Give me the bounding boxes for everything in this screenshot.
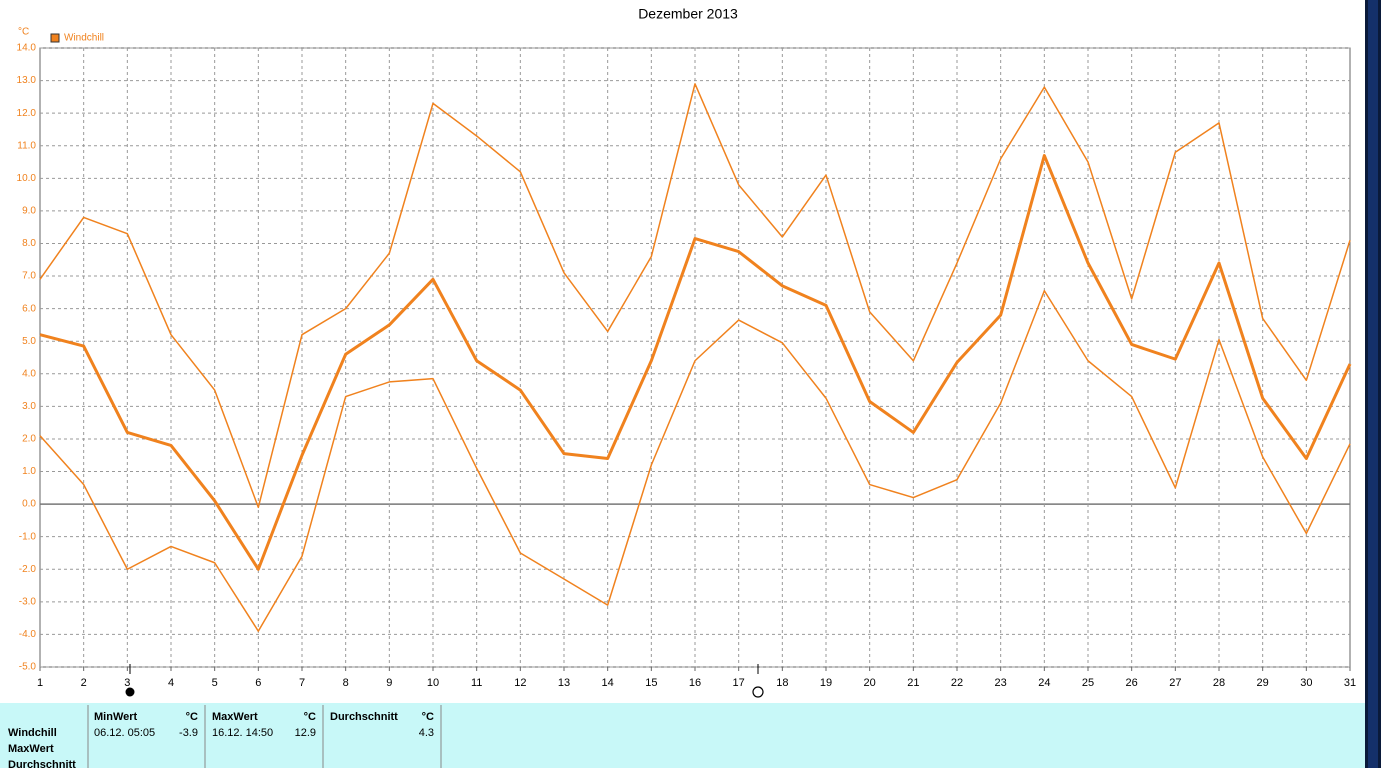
x-tick-label: 22 [951,677,963,689]
y-tick-label: 6.0 [22,303,36,314]
column-header: Durchschnitt [330,711,398,723]
plot-area: 14.013.012.011.010.09.08.07.06.05.04.03.… [17,43,1357,689]
y-tick-label: 13.0 [17,75,37,86]
y-tick-label: -5.0 [19,662,37,673]
moon-full [752,686,764,698]
x-tick-label: 24 [1038,677,1050,689]
x-tick-label: 25 [1082,677,1094,689]
chart-title: Dezember 2013 [638,6,738,22]
x-tick-label: 6 [255,677,261,689]
series-line [39,289,1351,632]
cell-time: 16.12. 14:50 [212,727,273,739]
x-tick-label: 5 [212,677,218,689]
x-tick-label: 26 [1126,677,1138,689]
legend-swatch [50,33,60,43]
x-tick-label: 16 [689,677,701,689]
moon-new [125,687,135,697]
x-tick-label: 12 [514,677,526,689]
y-tick-label: 11.0 [17,140,36,151]
window-edge-inner [1368,0,1378,768]
y-tick-label: 4.0 [22,368,36,379]
row-label: Windchill [8,727,57,739]
legend-label: Windchill [64,33,104,44]
x-tick-label: 21 [907,677,919,689]
x-tick-label: 15 [645,677,657,689]
x-tick-label: 3 [124,677,130,689]
y-tick-label: 14.0 [17,43,37,54]
y-tick-label: 5.0 [22,336,36,347]
series-line [39,83,1351,509]
y-tick-label: -2.0 [19,564,37,575]
x-tick-label: 9 [386,677,392,689]
x-tick-label: 20 [864,677,876,689]
y-tick-label: -3.0 [19,596,37,607]
legend: Windchill [50,33,104,44]
x-tick-label: 10 [427,677,439,689]
table-background [0,703,1365,768]
column-unit: °C [422,711,434,723]
x-tick-label: 31 [1344,677,1356,689]
y-tick-label: 0.0 [22,499,36,510]
column-unit: °C [186,711,198,723]
series-line [39,154,1352,571]
x-tick-label: 30 [1300,677,1312,689]
y-tick-label: 8.0 [22,238,36,249]
row-label: MaxWert [8,743,54,755]
x-tick-label: 18 [776,677,788,689]
x-tick-label: 27 [1169,677,1181,689]
x-tick-label: 1 [37,677,43,689]
x-tick-label: 7 [299,677,305,689]
column-header: MinWert [94,711,138,723]
y-tick-label: 3.0 [22,401,36,412]
cell-value: -3.9 [179,727,198,739]
column-header: MaxWert [212,711,258,723]
x-tick-label: 17 [733,677,745,689]
x-tick-label: 28 [1213,677,1225,689]
y-tick-label: 12.0 [17,108,37,119]
y-unit: °C [18,27,29,38]
x-tick-label: 11 [471,677,482,689]
y-tick-label: 2.0 [22,434,36,445]
y-tick-label: 1.0 [22,466,36,477]
column-unit: °C [304,711,316,723]
y-tick-label: -4.0 [19,629,37,640]
x-tick-label: 19 [820,677,832,689]
x-tick-label: 13 [558,677,570,689]
y-tick-label: 7.0 [22,271,36,282]
cell-value: 4.3 [419,727,434,739]
x-tick-label: 8 [343,677,349,689]
x-tick-label: 29 [1257,677,1269,689]
x-tick-label: 14 [602,677,614,689]
summary-table: Windchill MaxWert Durchschnitt MinWert °… [0,703,1365,768]
x-tick-label: 2 [81,677,87,689]
x-tick-label: 23 [995,677,1007,689]
y-tick-label: 9.0 [22,206,36,217]
y-tick-label: -1.0 [19,531,37,542]
x-tick-label: 4 [168,677,174,689]
row-label: Durchschnitt [8,759,76,768]
y-tick-label: 10.0 [17,173,37,184]
cell-value: 12.9 [295,727,316,739]
cell-time: 06.12. 05:05 [94,727,155,739]
